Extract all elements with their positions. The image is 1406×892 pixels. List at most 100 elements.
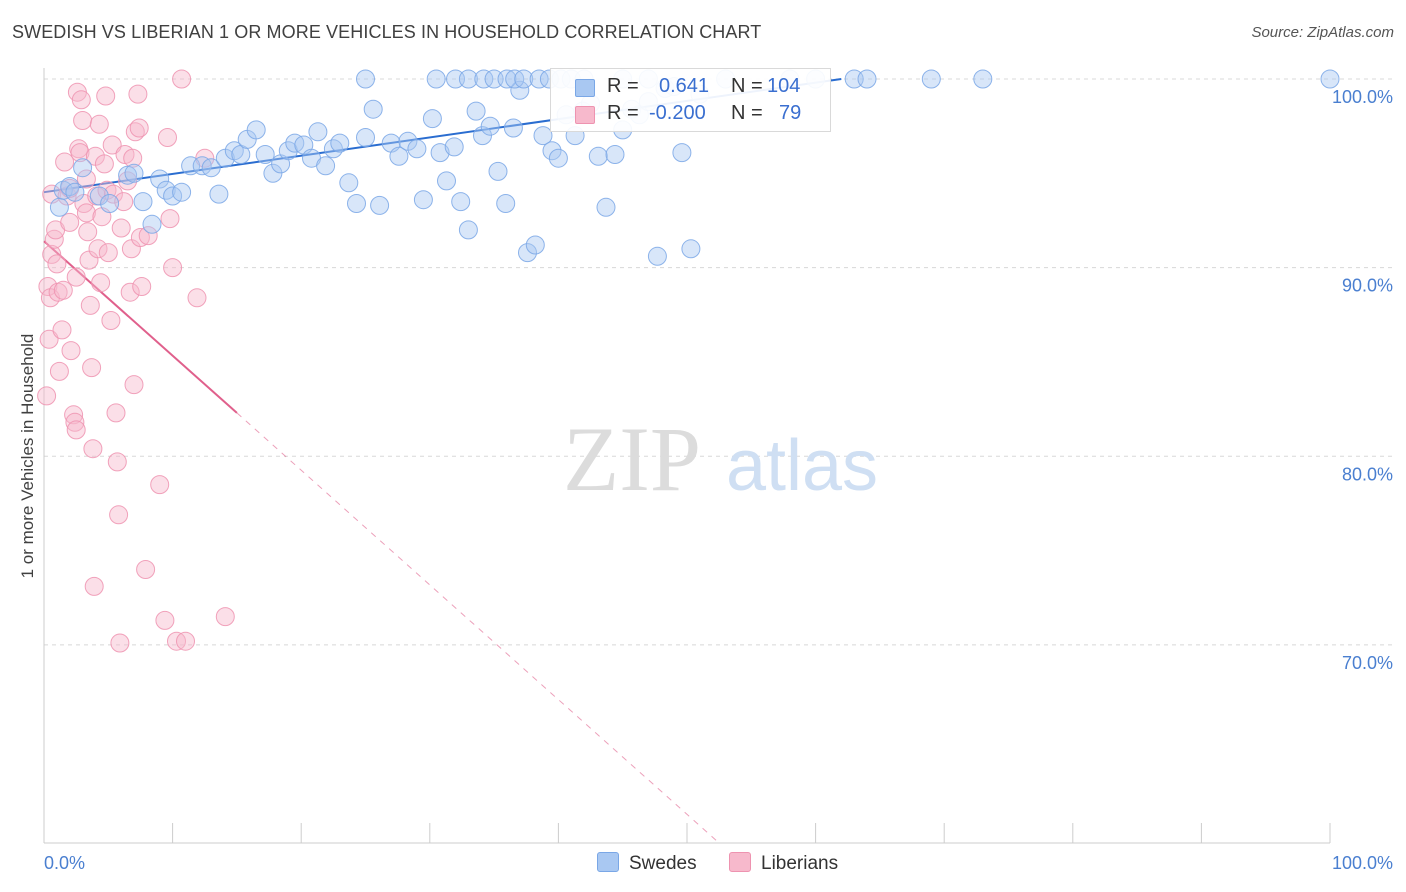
liberians-point [91,273,111,293]
liberians-point [94,154,114,174]
liberians-point [60,212,80,232]
swedes-point [484,69,504,89]
swedes-point [89,186,109,206]
swedes-point [201,158,221,178]
liberians-point [109,505,129,525]
swedes-point [605,145,625,164]
liberians-point [66,267,86,287]
liberians-point [155,610,175,630]
liberians-point [187,288,207,308]
liberians-point [82,358,102,378]
liberians-point [76,169,96,189]
liberians-point [114,192,134,212]
swedes-point [529,69,549,89]
swedes-point [921,69,941,89]
swedes-point [65,182,85,202]
liberians-point [55,152,75,172]
swedes-point [118,165,138,185]
swedes-point [437,171,456,191]
swedes-point [458,220,478,240]
liberians-point [101,311,121,330]
liberians-point [52,320,72,340]
liberians-point [61,341,81,361]
swedes-r-value: 0.641 [659,75,710,97]
liberians-point [160,209,180,229]
swedes-point [548,148,568,168]
swedes-point [588,146,608,166]
swedes-point [53,180,73,200]
liberians-point [78,222,98,242]
swedes-point [73,158,93,178]
swedes-point [142,214,162,234]
swedes-point [596,197,616,217]
legend-row-liberians: R = -0.200 N = 79 [551,100,830,128]
swedes-point [510,80,530,100]
liberians-point [163,258,183,278]
data-points [37,69,1340,653]
liberians-point [150,475,170,495]
swedes-point [181,156,201,176]
swedes-point [1320,69,1340,89]
bottom-liberians-swatch [729,852,751,872]
swedes-point [488,161,508,181]
swedes-r-label: R = [607,75,639,97]
liberians-point [158,128,177,147]
swedes-point [133,192,153,212]
swedes-point [518,243,537,263]
swedes-point [339,173,359,193]
swedes-point [681,239,701,259]
bottom-swedes-swatch [597,852,619,872]
liberians-point [124,375,144,395]
liberians-point [125,122,145,142]
tick-labels: 100.0% 90.0% 80.0% 70.0% 0.0% 100.0% [44,87,1393,873]
y-tick-label: 100.0% [1332,87,1393,107]
swedes-point [503,118,523,138]
liberians-point [71,90,91,110]
liberians-point [110,633,130,653]
swedes-point [49,197,69,217]
liberians-point [88,239,108,259]
liberians-point [42,244,62,264]
bottom-legend-swedes: Swedes [597,852,697,875]
legend-row-swedes: R = 0.641 N = 104 [551,73,830,101]
liberians-point [89,114,109,134]
liberians-point [111,218,131,238]
swedes-point [413,190,433,210]
swedes-point [246,120,266,140]
watermark-atlas: atlas [726,426,878,506]
liberians-point [136,560,156,579]
swedes-point [672,143,692,163]
swedes-point [533,126,553,146]
bottom-liberians-label: Liberians [761,853,839,874]
liberians-point [53,280,73,300]
liberians-trend-line [43,240,238,414]
swedes-point [496,194,516,213]
swedes-point [973,69,993,89]
swedes-point [422,109,442,129]
liberians-point [38,277,58,296]
swedes-point [857,69,877,89]
swedes-point [316,156,336,176]
swedes-point [150,169,170,189]
liberians-point [176,631,195,651]
swedes-point [497,69,517,89]
liberians-point [39,329,59,349]
liberians-point [102,135,122,155]
liberians-point [215,607,235,627]
liberians-point [103,184,123,204]
liberians-point [64,405,84,425]
liberians-point [118,171,138,191]
swedes-point [356,128,375,147]
swedes-point [446,69,465,89]
liberians-swatch [575,106,595,124]
swedes-point [356,69,375,89]
swedes-point [444,137,464,157]
swedes-point [451,192,471,212]
bottom-swedes-label: Swedes [629,853,697,874]
liberians-point [107,452,127,472]
swedes-point [172,182,192,202]
liberians-n-label: N = [731,102,763,124]
y-tick-label: 90.0% [1342,276,1393,296]
liberians-point [132,277,152,296]
